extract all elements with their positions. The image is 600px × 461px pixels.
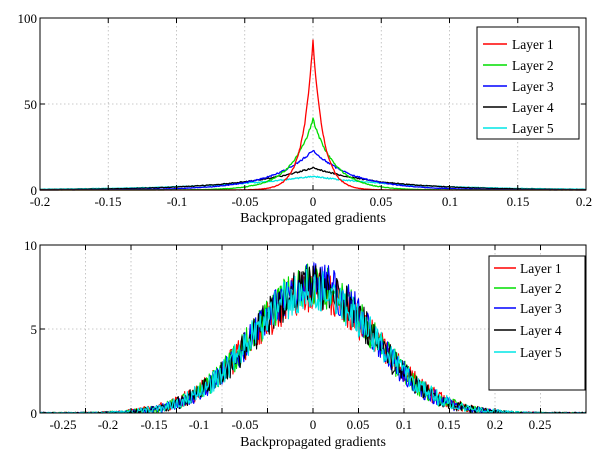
legend-label-layer-1: Layer 1 xyxy=(520,261,562,276)
series-line-layer-4 xyxy=(39,166,587,191)
x-tick-label: -0.05 xyxy=(231,417,258,432)
tick-marks-bottom xyxy=(40,244,586,414)
x-axis-label: Backpropagated gradients xyxy=(240,211,386,226)
tick-marks-top xyxy=(39,17,587,191)
x-tick-label: 0.1 xyxy=(396,417,412,432)
legend-bottom: Layer 1 Layer 2 Layer 3 Layer 4 Layer 5 xyxy=(488,255,586,391)
x-axis-label: Backpropagated gradients xyxy=(240,435,386,450)
y-tick-label: 0 xyxy=(31,183,38,198)
x-tick-label: -0.2 xyxy=(98,417,119,432)
x-tick-label: 0.15 xyxy=(438,417,461,432)
y-tick-label: 100 xyxy=(18,11,38,26)
x-tick-label: -0.1 xyxy=(189,417,210,432)
x-tick-label: -0.05 xyxy=(231,194,258,209)
chart-panel-top: 0 50 100 -0.2 -0.15 -0.1 -0.05 0 0.05 0.… xyxy=(18,11,593,226)
x-tick-label: 0.05 xyxy=(347,417,370,432)
legend-box xyxy=(476,26,580,140)
x-tick-label: -0.15 xyxy=(140,417,167,432)
legend-box xyxy=(488,255,586,391)
legend-label-layer-3: Layer 3 xyxy=(520,301,562,316)
x-tick-label: 0 xyxy=(310,194,317,209)
y-tick-label: 0 xyxy=(31,406,38,421)
x-tick-label: 0.15 xyxy=(507,194,530,209)
x-tick-label: -0.15 xyxy=(94,194,121,209)
y-tick-label: 50 xyxy=(24,97,37,112)
legend-label-layer-2: Layer 2 xyxy=(520,281,562,296)
legend-label-layer-5: Layer 5 xyxy=(520,345,562,360)
chart-panel-bottom: 0 5 10 -0.25 -0.2 -0.15 -0.1 -0.05 0 0.0… xyxy=(24,238,587,450)
x-tick-label: 0 xyxy=(310,417,317,432)
legend-label-layer-1: Layer 1 xyxy=(512,37,554,52)
legend-label-layer-3: Layer 3 xyxy=(512,79,554,94)
x-tick-label: 0.1 xyxy=(442,194,458,209)
y-tick-label: 5 xyxy=(31,322,38,337)
x-tick-label: -0.2 xyxy=(30,194,51,209)
legend-top: Layer 1 Layer 2 Layer 3 Layer 4 Layer 5 xyxy=(476,26,580,140)
legend-label-layer-2: Layer 2 xyxy=(512,58,554,73)
y-tick-label: 10 xyxy=(24,238,37,253)
x-tick-label: 0.2 xyxy=(576,194,592,209)
x-tick-label: -0.1 xyxy=(167,194,188,209)
legend-label-layer-5: Layer 5 xyxy=(512,121,554,136)
legend-label-layer-4: Layer 4 xyxy=(512,100,554,115)
x-tick-label: 0.05 xyxy=(370,194,393,209)
x-tick-label: -0.25 xyxy=(49,417,76,432)
x-tick-label: 0.25 xyxy=(529,417,552,432)
x-tick-label: 0.2 xyxy=(487,417,503,432)
legend-label-layer-4: Layer 4 xyxy=(520,323,562,338)
